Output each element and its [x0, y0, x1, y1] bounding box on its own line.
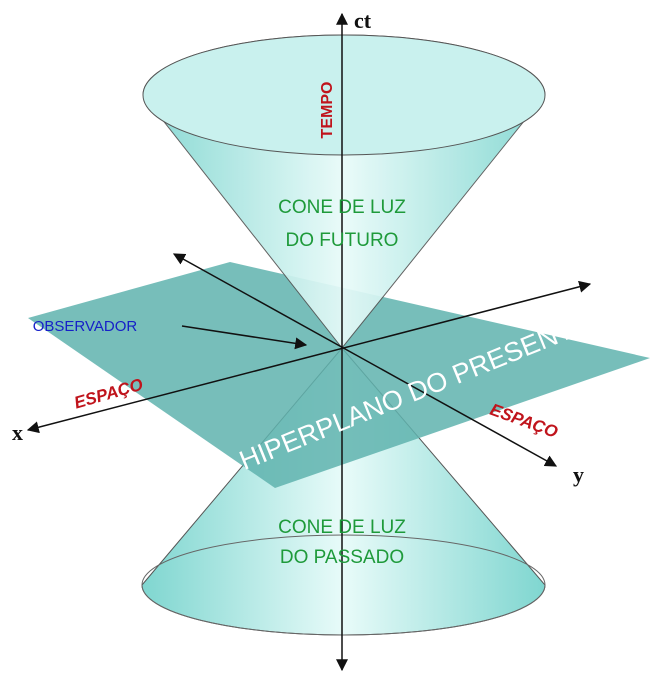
- y-axis: [172, 253, 558, 467]
- observer-arrow: [181, 325, 308, 350]
- y-label: y: [573, 462, 584, 487]
- past-cone-label: CONE DE LUZ: [278, 517, 406, 538]
- past-cone-label: DO PASSADO: [280, 547, 404, 568]
- space-label: ESPAÇO: [72, 375, 145, 413]
- time-label: TEMPO: [319, 82, 336, 139]
- space-label: ESPAÇO: [487, 400, 560, 442]
- future-cone-rim: [142, 34, 546, 156]
- future-cone-label: CONE DE LUZ: [278, 197, 406, 218]
- x-label: x: [12, 420, 23, 445]
- future-cone-label: DO FUTURO: [286, 230, 399, 251]
- ct-label: ct: [354, 8, 372, 33]
- observer-label: OBSERVADOR: [33, 318, 138, 335]
